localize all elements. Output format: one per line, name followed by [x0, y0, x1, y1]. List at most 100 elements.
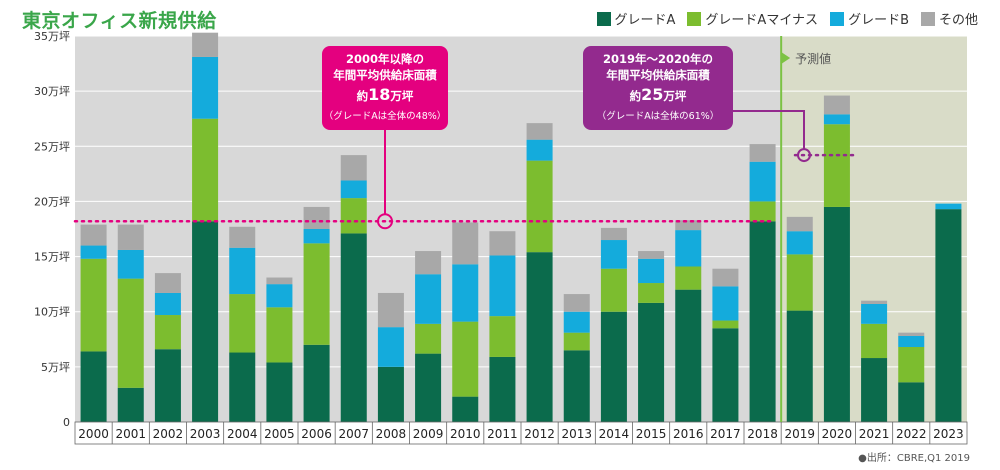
bar-grade-a: [415, 353, 442, 422]
bar-other: [823, 95, 850, 115]
legend-item-grade-b: グレードB: [830, 9, 909, 28]
x-tick-label: 2000: [78, 427, 109, 441]
bar-grade-a: [563, 350, 590, 422]
bar-grade-a: [712, 328, 739, 422]
bar-grade-a: [823, 206, 850, 422]
callout-box-2: [583, 46, 733, 130]
x-tick-label: 2003: [190, 427, 221, 441]
bar-grade-a: [80, 351, 107, 422]
x-tick-label: 2012: [524, 427, 555, 441]
bar-grade-b: [415, 274, 442, 324]
callout-1-line2: 年間平均供給床面積: [333, 68, 437, 82]
callout-2-value: 約25万坪: [630, 85, 687, 104]
bar-grade-a: [266, 362, 293, 422]
bar-grade-a-minus: [786, 254, 813, 311]
bar-grade-b: [192, 56, 219, 119]
bar-grade-b: [229, 247, 256, 295]
bar-grade-b: [489, 255, 516, 317]
legend: グレードA グレードAマイナス グレードB その他: [596, 9, 978, 28]
bar-grade-a-minus: [452, 321, 479, 397]
bar-grade-a: [452, 396, 479, 422]
bar-grade-b: [80, 245, 107, 259]
bar-other: [229, 226, 256, 248]
y-tick-label: 10万坪: [34, 306, 70, 319]
forecast-arrow-icon: [781, 52, 791, 64]
x-tick-label: 2001: [115, 427, 146, 441]
callout-1-line1: 2000年以降の: [346, 52, 424, 66]
bar-grade-b: [861, 303, 888, 324]
x-tick-label: 2005: [264, 427, 295, 441]
bar-grade-b: [377, 327, 404, 367]
bar-grade-a-minus: [229, 294, 256, 353]
bar-grade-a-minus: [600, 268, 627, 312]
bar-other: [712, 268, 739, 287]
legend-label-grade-b: グレードB: [848, 13, 909, 28]
bar-grade-a: [600, 311, 627, 422]
source-note: ●出所：CBRE,Q1 2019: [858, 453, 970, 464]
y-tick-label: 20万坪: [34, 195, 70, 208]
bar-grade-a: [749, 221, 776, 422]
bar-other: [377, 292, 404, 328]
legend-item-other: その他: [920, 9, 978, 28]
bar-grade-b: [823, 114, 850, 125]
x-tick-label: 2018: [747, 427, 778, 441]
legend-label-other: その他: [938, 13, 978, 28]
bar-grade-a: [192, 221, 219, 422]
bar-grade-a-minus: [526, 160, 553, 253]
bar-grade-a: [154, 349, 181, 422]
legend-swatch-grade-b: [830, 11, 845, 26]
bar-grade-a-minus: [340, 198, 367, 234]
legend-label-grade-a-minus: グレードAマイナス: [705, 13, 819, 28]
x-tick-label: 2006: [301, 427, 332, 441]
x-tick-label: 2010: [450, 427, 481, 441]
y-tick-label: 35万坪: [34, 30, 70, 43]
bar-grade-a: [526, 252, 553, 422]
bar-grade-b: [935, 203, 962, 210]
bar-grade-a-minus: [898, 347, 925, 383]
bar-grade-a-minus: [489, 316, 516, 357]
bar-other: [80, 224, 107, 246]
callout-1-value: 約18万坪: [357, 85, 414, 104]
bar-grade-a-minus: [117, 278, 144, 388]
y-tick-label: 25万坪: [34, 140, 70, 153]
x-tick-label: 2014: [599, 427, 630, 441]
bar-other: [563, 294, 590, 312]
bar-other: [117, 224, 144, 250]
bar-grade-b: [749, 161, 776, 202]
bar-grade-a-minus: [415, 323, 442, 354]
bar-grade-b: [266, 284, 293, 308]
bar-other: [452, 222, 479, 265]
bar-other: [303, 206, 330, 229]
x-tick-label: 2016: [673, 427, 704, 441]
x-tick-label: 2023: [933, 427, 964, 441]
x-tick-label: 2022: [896, 427, 927, 441]
bar-other: [898, 332, 925, 336]
bar-grade-a: [340, 233, 367, 422]
bar-other: [600, 227, 627, 241]
x-tick-label: 2015: [636, 427, 667, 441]
bar-grade-b: [563, 311, 590, 333]
y-tick-label: 30万坪: [34, 85, 70, 98]
bar-other: [489, 231, 516, 256]
callout-2-note: （グレードAは全体の61%）: [597, 110, 720, 122]
bar-grade-b: [452, 264, 479, 322]
bar-grade-a-minus: [823, 124, 850, 207]
bar-grade-a: [117, 387, 144, 422]
bar-grade-b: [117, 249, 144, 279]
x-tick-label: 2017: [710, 427, 741, 441]
bar-other: [415, 251, 442, 275]
legend-swatch-other: [920, 11, 935, 26]
bar-grade-a-minus: [861, 323, 888, 359]
x-tick-label: 2007: [338, 427, 369, 441]
bar-other: [749, 144, 776, 162]
bar-other: [638, 251, 665, 259]
bar-grade-a: [898, 382, 925, 422]
forecast-label: 予測値: [795, 51, 831, 66]
bar-other: [192, 32, 219, 57]
bar-grade-a-minus: [675, 266, 702, 290]
callout-box-1: [322, 46, 448, 130]
bar-grade-a: [861, 358, 888, 422]
x-tick-label: 2013: [561, 427, 592, 441]
chart-title: 東京オフィス新規供給: [22, 10, 217, 32]
